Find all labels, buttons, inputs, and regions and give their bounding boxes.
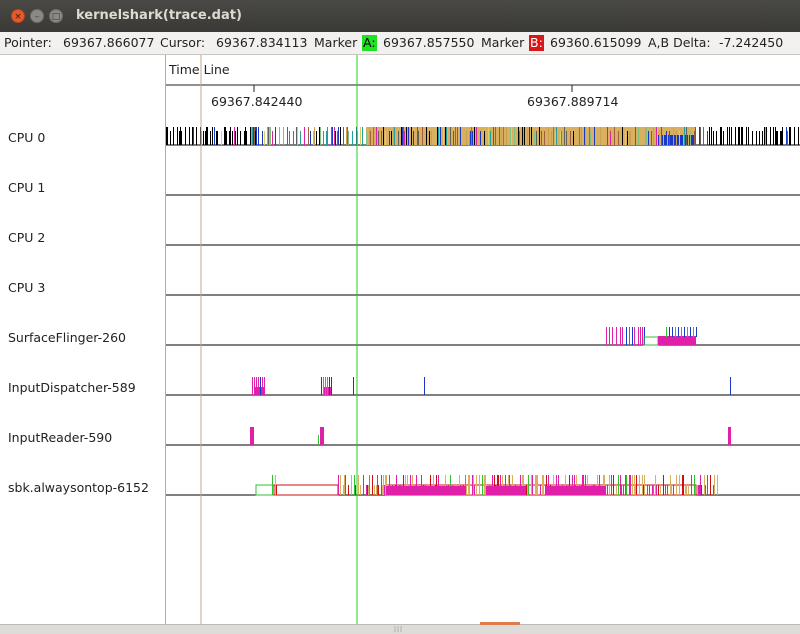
sf-run-box: [658, 336, 696, 345]
timeline-tick-label-1: 69367.889714: [527, 94, 619, 109]
plot-label-inputreader[interactable]: InputReader-590: [8, 430, 113, 445]
marker-a-value: 69367.857550: [383, 35, 475, 50]
window-titlebar: × – □ kernelshark(trace.dat): [0, 0, 800, 32]
sbk-run-box: [386, 486, 466, 495]
delta-label: A,B Delta:: [648, 35, 711, 50]
plot-label-cpu3[interactable]: CPU 3: [8, 280, 46, 295]
plot-label-surfaceflinger[interactable]: SurfaceFlinger-260: [8, 330, 127, 345]
horizontal-scrollbar[interactable]: |||: [0, 622, 800, 634]
inputdispatcher-activity: [252, 377, 731, 395]
info-bar: Pointer: 69367.866077 Cursor: 69367.8341…: [0, 32, 800, 54]
plot-label-cpu1[interactable]: CPU 1: [8, 180, 46, 195]
marker-b-swatch[interactable]: B:: [529, 32, 544, 54]
marker-b-label: Marker: [481, 35, 525, 50]
sbk-wait-box: [273, 484, 339, 496]
ir-run-box: [728, 427, 731, 445]
maximize-icon[interactable]: □: [49, 9, 63, 23]
minimize-icon[interactable]: –: [30, 9, 44, 23]
graph-pane[interactable]: CPU 0 CPU 1 CPU 2 CPU 3 SurfaceFlinger-2…: [0, 54, 800, 625]
inputreader-activity: [250, 427, 731, 445]
timeline-tick-label-0: 69367.842440: [211, 94, 303, 109]
plot-label-sbk-alwaysontop[interactable]: sbk.alwaysontop-6152: [8, 480, 149, 495]
sbk-run-box: [486, 486, 526, 495]
cpu0-activity: [166, 127, 799, 145]
plot-label-cpu2[interactable]: CPU 2: [8, 230, 46, 245]
marker-b-value: 69360.615099: [550, 35, 642, 50]
scroll-position-indicator[interactable]: [480, 622, 520, 625]
marker-a-tag[interactable]: A:: [362, 35, 377, 51]
graph-canvas[interactable]: Time Line 69367.842440 69367.889714: [166, 55, 800, 625]
surfaceflinger-activity: [606, 327, 697, 346]
sf-wait-box: [643, 336, 659, 346]
timeline-label: Time Line: [168, 62, 230, 77]
ir-run-box: [320, 427, 324, 445]
resize-handle-icon[interactable]: |||: [394, 626, 404, 633]
sbk-alwaysontop-activity: [255, 475, 718, 496]
sbk-run-box: [546, 486, 606, 495]
marker-a-swatch[interactable]: A:: [362, 32, 377, 54]
marker-a-label: Marker: [314, 35, 358, 50]
window-title: kernelshark(trace.dat): [76, 8, 242, 23]
marker-b-tag[interactable]: B:: [529, 35, 544, 51]
cursor-value: 69367.834113: [216, 35, 308, 50]
cursor-label: Cursor:: [160, 35, 206, 50]
ir-run-box: [250, 427, 254, 445]
delta-value: -7.242450: [719, 35, 784, 50]
pointer-label: Pointer:: [4, 35, 52, 50]
plot-labels-column: CPU 0 CPU 1 CPU 2 CPU 3 SurfaceFlinger-2…: [0, 55, 166, 625]
close-icon[interactable]: ×: [11, 9, 25, 23]
plot-label-inputdispatcher[interactable]: InputDispatcher-589: [8, 380, 136, 395]
sbk-wait-box: [255, 484, 275, 496]
pointer-value: 69367.866077: [63, 35, 155, 50]
plot-label-cpu0[interactable]: CPU 0: [8, 130, 46, 145]
